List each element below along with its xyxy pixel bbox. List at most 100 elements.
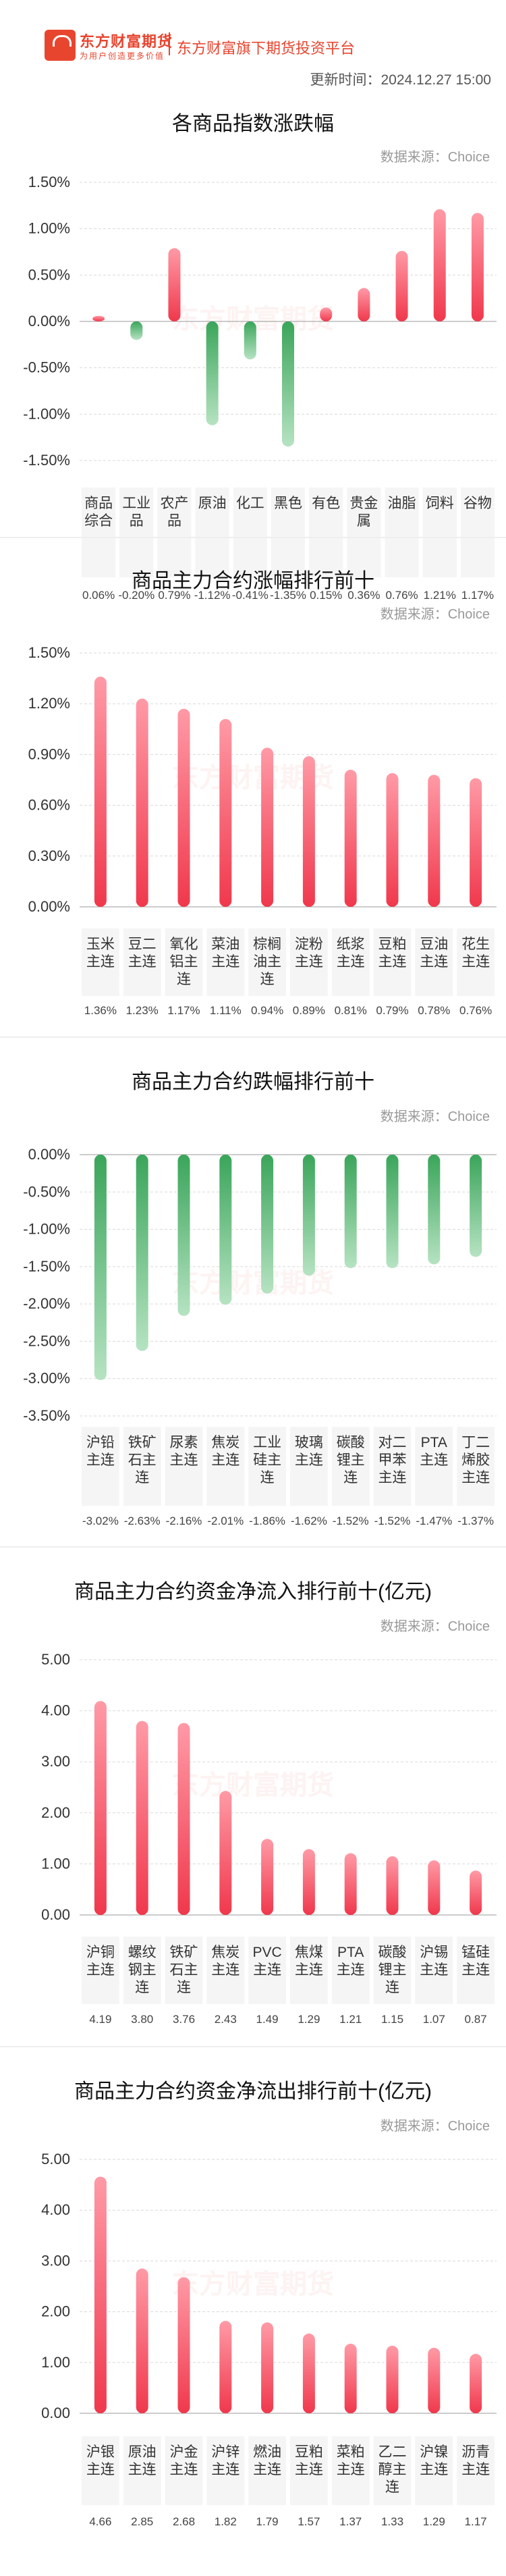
value-label: 1.37: [339, 2515, 362, 2528]
y-tick-label: 0.60%: [28, 797, 70, 814]
category-label: 沪铅主连: [86, 1435, 115, 1468]
category-label: 碳酸锂主连: [378, 1945, 407, 1995]
category-label: 氧化铝主连: [170, 937, 198, 987]
category-cell: [248, 1427, 286, 1506]
bar: [130, 321, 143, 340]
value-label: 1.17: [465, 2515, 487, 2528]
watermark: 东方财富期货: [172, 1770, 334, 1800]
bar: [206, 321, 219, 425]
category-cell: [422, 488, 457, 577]
bar: [94, 1155, 107, 1380]
category-label: 农产品: [160, 496, 188, 529]
bar: [219, 1791, 232, 1915]
bar: [261, 747, 274, 907]
category-cell: [123, 1937, 161, 2004]
y-tick-label: 0.30%: [28, 847, 70, 864]
value-label: 1.17%: [167, 1004, 200, 1017]
data-source: 数据来源：Choice: [380, 2119, 490, 2134]
value-label: -0.41%: [232, 589, 269, 602]
category-label: 焦炭主连: [211, 1435, 240, 1468]
bar: [344, 1155, 357, 1269]
category-cell: [415, 928, 453, 996]
value-label: 0.87: [465, 2013, 487, 2026]
bar: [94, 2176, 107, 2413]
y-tick-label: 1.50%: [28, 644, 70, 661]
y-tick-label: 3.00: [41, 1753, 70, 1770]
y-tick-label: -0.50%: [23, 359, 70, 376]
section-divider: [0, 537, 506, 538]
category-cell: [82, 2436, 119, 2505]
category-cell: [82, 1427, 119, 1506]
category-label: 丁二烯胶主连: [461, 1435, 490, 1486]
y-tick-label: 4.00: [41, 2201, 70, 2218]
bar: [470, 1870, 482, 1915]
category-label: 乙二醇主连: [378, 2444, 407, 2495]
value-label: -2.63%: [124, 1515, 161, 1527]
bar-chart: 东方财富期货 5.00 4.00 3.00 2.00 1.00 0.00 沪银主连 4.66 原油…: [41, 2151, 497, 2528]
value-label: -1.52%: [333, 1515, 369, 1527]
value-label: 3.80: [131, 2013, 153, 2026]
category-label: 对二甲苯主连: [378, 1435, 407, 1486]
category-cell: [331, 1427, 370, 1506]
bar: [177, 708, 190, 907]
bar: [136, 1720, 148, 1915]
category-cell: [331, 1937, 370, 2004]
y-tick-label: -0.50%: [23, 1183, 70, 1200]
category-cell: [373, 1937, 412, 2004]
category-cell: [271, 488, 306, 577]
chart-section-5: 商品主力合约资金净流出排行前十(亿元) 数据来源：Choice 东方财富期货 5.00…: [0, 2046, 506, 2576]
y-tick-label: -1.50%: [23, 452, 70, 469]
bar: [344, 769, 357, 907]
category-label: 玉米主连: [86, 937, 115, 970]
y-tick-label: 0.90%: [28, 745, 70, 762]
category-label: 焦炭主连: [211, 1945, 240, 1978]
category-cell: [165, 1937, 203, 2004]
category-label: 沪金主连: [170, 2444, 198, 2477]
category-label: 谷物: [463, 496, 492, 511]
value-label: -1.47%: [416, 1515, 452, 1527]
value-label: 0.81%: [335, 1004, 367, 1017]
category-label: 工业品: [122, 496, 150, 529]
bar-chart: 东方财富期货1.50%1.20%0.90%0.60%0.30%0.00%玉米主连…: [28, 644, 497, 1017]
bar: [261, 2322, 274, 2413]
value-label: 1.33: [381, 2515, 403, 2528]
category-label: 沪锌主连: [211, 2444, 240, 2477]
chart-title: 商品主力合约跌幅排行前十: [132, 1071, 374, 1093]
y-tick-label: 5.00: [41, 1651, 70, 1668]
y-tick-label: 1.00%: [28, 220, 70, 237]
value-label: 1.23%: [126, 1004, 159, 1017]
chart-section-2: 商品主力合约涨幅排行前十 数据来源：Choice 东方财富期货 1.50% 1.20% 0…: [0, 537, 506, 1036]
y-tick-label: 1.20%: [28, 695, 70, 712]
data-source: 数据来源：Choice: [380, 1109, 490, 1124]
category-cell: [248, 928, 286, 996]
bar: [168, 248, 181, 321]
bar: [219, 1155, 232, 1305]
category-label: 化工: [236, 496, 264, 511]
category-label: 黑色: [274, 496, 302, 511]
category-label: 豆粕主连: [295, 2444, 323, 2477]
category-label: 尿素主连: [170, 1435, 198, 1468]
bar: [136, 2268, 148, 2413]
category-cell: [123, 928, 161, 996]
category-cell: [309, 488, 343, 577]
value-label: 0.89%: [293, 1004, 325, 1017]
category-label: 沪银主连: [86, 2444, 115, 2477]
category-label: 菜油主连: [211, 937, 240, 970]
brand-tagline: 为用户创造更多价值: [80, 51, 165, 61]
y-tick-label: -2.00%: [23, 1295, 70, 1312]
y-tick-label: -1.50%: [23, 1258, 70, 1275]
value-label: -1.12%: [194, 589, 231, 602]
category-label: 商品综合: [84, 496, 113, 529]
value-label: 0.76%: [459, 1004, 492, 1017]
chart-title: 商品主力合约涨幅排行前十: [132, 570, 374, 592]
value-label: 1.21: [339, 2013, 362, 2026]
category-label: 淀粉主连: [295, 937, 323, 970]
value-label: 4.66: [89, 2515, 111, 2528]
y-tick-label: 2.00: [41, 2303, 70, 2320]
category-label: 沥青主连: [461, 2444, 490, 2477]
value-label: -0.20%: [118, 589, 154, 602]
value-label: 1.29: [423, 2515, 445, 2528]
category-cell: [457, 1427, 495, 1506]
bar: [302, 1849, 315, 1915]
bar: [386, 772, 399, 907]
